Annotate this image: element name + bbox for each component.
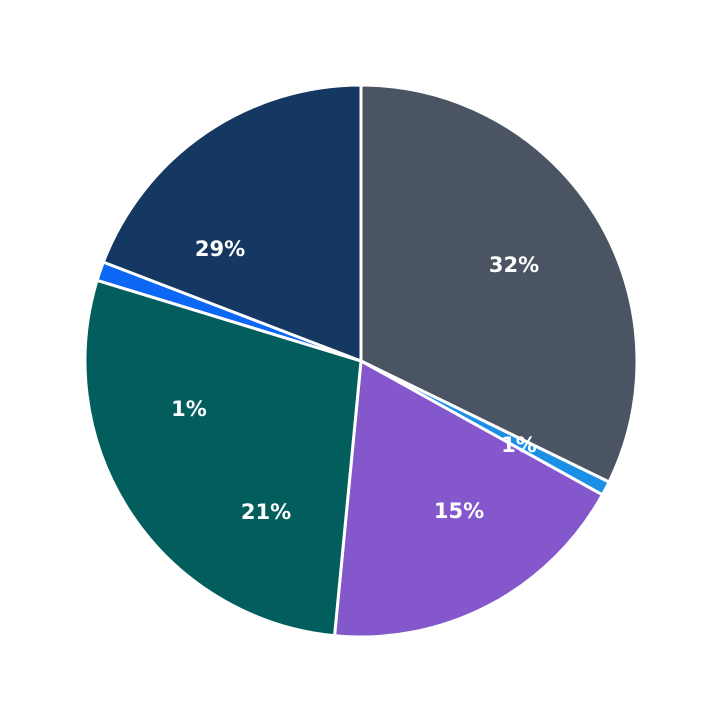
pie-slice xyxy=(333,359,604,639)
slice-percent-label: 32% xyxy=(489,253,539,277)
slice-percent-label: 1% xyxy=(501,433,537,457)
pie-slices xyxy=(83,83,639,639)
pie-slice xyxy=(101,83,363,363)
slice-percent-label: 15% xyxy=(434,499,484,523)
slice-percent-label: 29% xyxy=(195,237,245,261)
slice-percent-label: 21% xyxy=(241,500,291,524)
pie-slice xyxy=(83,278,363,638)
slice-percent-label: 1% xyxy=(171,397,207,421)
pie-slice xyxy=(359,83,639,484)
pie-labels: 32% 1% 15% 21% 1% 29% xyxy=(171,237,539,524)
